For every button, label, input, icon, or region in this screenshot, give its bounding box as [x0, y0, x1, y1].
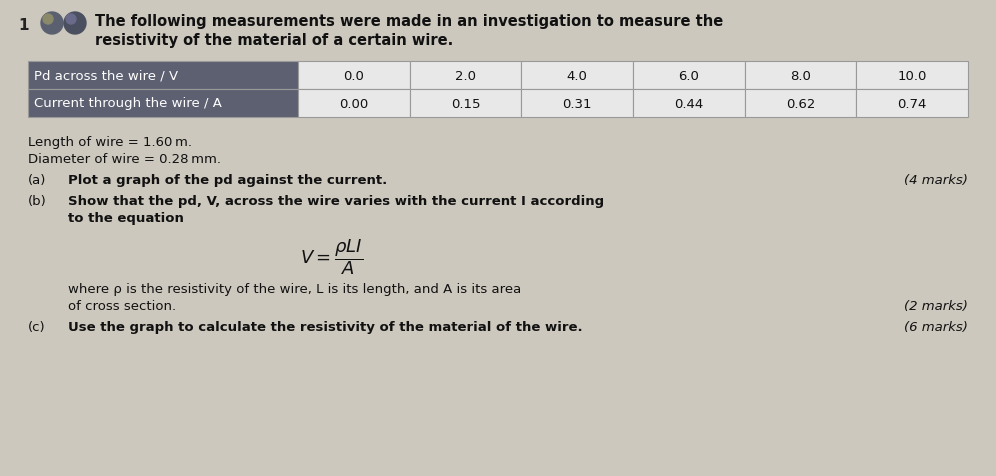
Text: 8.0: 8.0 — [790, 69, 811, 82]
Text: Current through the wire / A: Current through the wire / A — [34, 97, 222, 110]
FancyBboxPatch shape — [298, 62, 409, 90]
Text: 0.00: 0.00 — [340, 97, 369, 110]
FancyBboxPatch shape — [745, 90, 857, 118]
Text: (b): (b) — [28, 195, 47, 208]
Text: 6.0: 6.0 — [678, 69, 699, 82]
Text: 2.0: 2.0 — [455, 69, 476, 82]
Text: (a): (a) — [28, 174, 47, 187]
Circle shape — [43, 15, 53, 25]
FancyBboxPatch shape — [745, 62, 857, 90]
Text: 4.0: 4.0 — [567, 69, 588, 82]
Text: Show that the pd, V, across the wire varies with the current I according: Show that the pd, V, across the wire var… — [68, 195, 605, 208]
Text: Plot a graph of the pd against the current.: Plot a graph of the pd against the curre… — [68, 174, 387, 187]
FancyBboxPatch shape — [28, 62, 298, 90]
Text: The following measurements were made in an investigation to measure the: The following measurements were made in … — [95, 14, 723, 29]
Text: Use the graph to calculate the resistivity of the material of the wire.: Use the graph to calculate the resistivi… — [68, 320, 583, 333]
Text: 0.74: 0.74 — [897, 97, 927, 110]
Circle shape — [64, 13, 86, 35]
Text: (c): (c) — [28, 320, 46, 333]
Text: to the equation: to the equation — [68, 211, 184, 225]
Text: (6 marks): (6 marks) — [904, 320, 968, 333]
FancyBboxPatch shape — [633, 62, 745, 90]
Circle shape — [66, 15, 76, 25]
Text: 10.0: 10.0 — [897, 69, 927, 82]
Text: $V=\dfrac{\rho LI}{A}$: $V=\dfrac{\rho LI}{A}$ — [300, 237, 364, 276]
Text: 0.44: 0.44 — [674, 97, 703, 110]
Circle shape — [41, 13, 63, 35]
Text: (4 marks): (4 marks) — [904, 174, 968, 187]
Text: resistivity of the material of a certain wire.: resistivity of the material of a certain… — [95, 33, 453, 48]
FancyBboxPatch shape — [857, 90, 968, 118]
FancyBboxPatch shape — [521, 90, 633, 118]
FancyBboxPatch shape — [857, 62, 968, 90]
FancyBboxPatch shape — [298, 90, 409, 118]
Text: 0.62: 0.62 — [786, 97, 815, 110]
Text: Diameter of wire = 0.28 mm.: Diameter of wire = 0.28 mm. — [28, 153, 221, 166]
Text: 0.15: 0.15 — [451, 97, 480, 110]
Text: where ρ is the resistivity of the wire, L is its length, and A is its area: where ρ is the resistivity of the wire, … — [68, 282, 521, 296]
Text: Length of wire = 1.60 m.: Length of wire = 1.60 m. — [28, 136, 192, 149]
FancyBboxPatch shape — [409, 90, 521, 118]
Text: Pd across the wire / V: Pd across the wire / V — [34, 69, 178, 82]
FancyBboxPatch shape — [409, 62, 521, 90]
Text: of cross section.: of cross section. — [68, 299, 176, 312]
Text: (2 marks): (2 marks) — [904, 299, 968, 312]
Text: 0.31: 0.31 — [563, 97, 592, 110]
Text: 0.0: 0.0 — [344, 69, 365, 82]
Text: 1: 1 — [18, 18, 29, 33]
FancyBboxPatch shape — [521, 62, 633, 90]
FancyBboxPatch shape — [28, 90, 298, 118]
FancyBboxPatch shape — [633, 90, 745, 118]
